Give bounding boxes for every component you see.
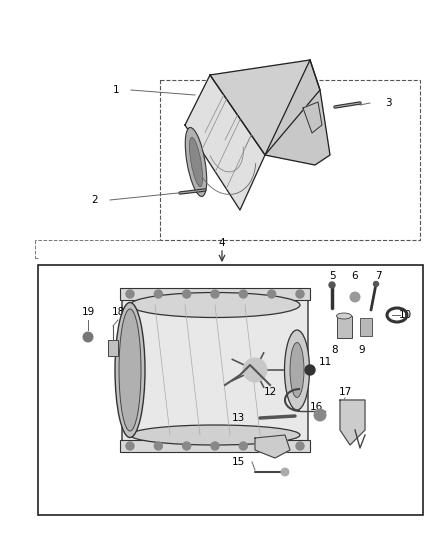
Circle shape <box>296 290 304 298</box>
Text: 3: 3 <box>385 98 391 108</box>
Circle shape <box>183 442 191 450</box>
Polygon shape <box>265 60 330 165</box>
Text: 16: 16 <box>309 402 323 412</box>
Text: 4: 4 <box>219 238 225 248</box>
Text: 8: 8 <box>332 345 338 355</box>
Text: 7: 7 <box>374 271 381 281</box>
Circle shape <box>296 442 304 450</box>
Circle shape <box>83 332 93 342</box>
Ellipse shape <box>290 343 304 398</box>
Ellipse shape <box>190 138 202 187</box>
Text: 2: 2 <box>92 195 98 205</box>
Circle shape <box>281 468 289 476</box>
Circle shape <box>350 292 360 302</box>
Circle shape <box>183 290 191 298</box>
Polygon shape <box>340 400 365 445</box>
Text: 5: 5 <box>328 271 336 281</box>
Bar <box>108 340 118 356</box>
Bar <box>120 288 310 300</box>
Text: 15: 15 <box>231 457 245 467</box>
Circle shape <box>239 442 247 450</box>
Circle shape <box>268 290 276 298</box>
Circle shape <box>268 442 276 450</box>
Text: 6: 6 <box>352 271 358 281</box>
Ellipse shape <box>336 313 352 319</box>
Ellipse shape <box>115 303 145 438</box>
Circle shape <box>211 290 219 298</box>
Ellipse shape <box>119 309 141 431</box>
Circle shape <box>374 281 378 287</box>
Circle shape <box>154 442 162 450</box>
Circle shape <box>243 358 267 382</box>
Bar <box>337 316 352 338</box>
Bar <box>38 265 423 515</box>
Bar <box>160 80 420 240</box>
Circle shape <box>211 442 219 450</box>
Circle shape <box>305 365 315 375</box>
Ellipse shape <box>130 425 300 445</box>
FancyBboxPatch shape <box>122 297 308 443</box>
Text: 17: 17 <box>339 387 352 397</box>
Polygon shape <box>303 102 322 133</box>
Polygon shape <box>255 435 290 458</box>
Text: 9: 9 <box>359 345 365 355</box>
Text: 11: 11 <box>318 357 332 367</box>
Circle shape <box>314 409 326 421</box>
Polygon shape <box>210 60 320 155</box>
Text: 1: 1 <box>113 85 119 95</box>
Text: 18: 18 <box>111 307 125 317</box>
Circle shape <box>329 282 335 288</box>
Ellipse shape <box>185 127 207 197</box>
Circle shape <box>126 442 134 450</box>
Text: 10: 10 <box>399 310 412 320</box>
Bar <box>120 440 310 452</box>
Text: 19: 19 <box>81 307 95 317</box>
Circle shape <box>239 290 247 298</box>
Circle shape <box>126 290 134 298</box>
Text: 13: 13 <box>231 413 245 423</box>
Ellipse shape <box>285 330 310 410</box>
Text: 14: 14 <box>231 435 245 445</box>
Ellipse shape <box>130 293 300 318</box>
Polygon shape <box>185 75 265 210</box>
Circle shape <box>154 290 162 298</box>
Text: 12: 12 <box>263 387 277 397</box>
Bar <box>360 318 372 336</box>
